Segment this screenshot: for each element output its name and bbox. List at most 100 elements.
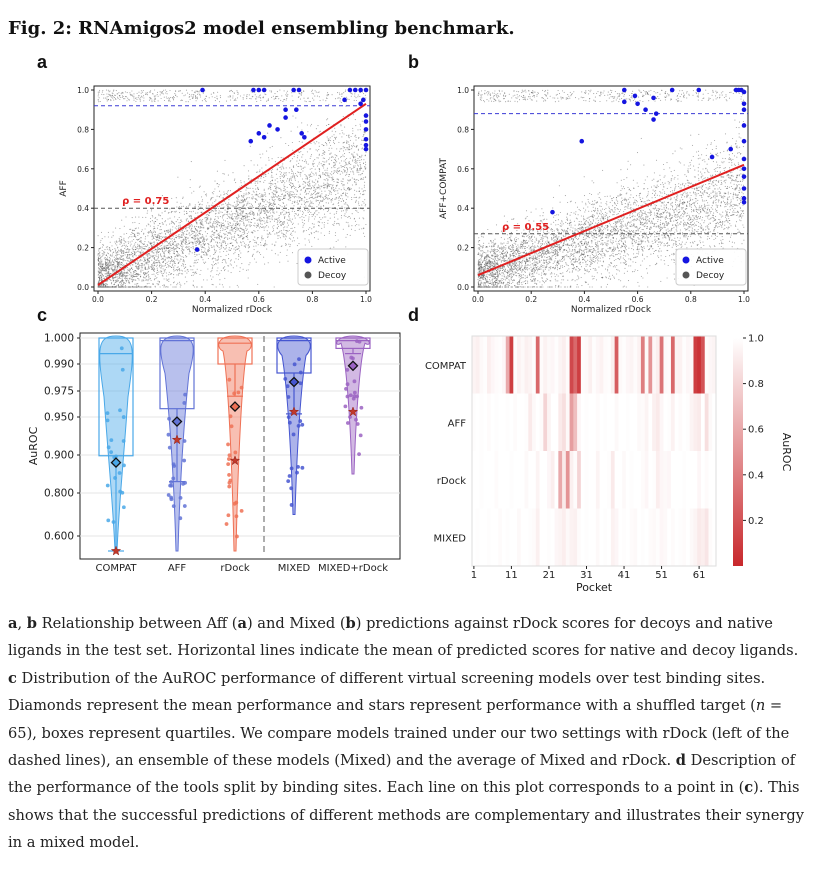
decoy-point [291, 240, 293, 242]
decoy-point [363, 193, 365, 195]
decoy-point [222, 225, 224, 227]
decoy-point [115, 281, 117, 283]
decoy-point [328, 185, 330, 187]
decoy-point [157, 251, 159, 253]
decoy-point [100, 256, 103, 258]
decoy-point [199, 227, 201, 229]
decoy-point [248, 187, 250, 189]
decoy-point [277, 237, 279, 239]
decoy-point [275, 192, 277, 194]
decoy-point [325, 202, 327, 204]
decoy-point [149, 91, 151, 93]
decoy-point [112, 235, 114, 237]
decoy-point [185, 101, 187, 103]
decoy-point [294, 176, 296, 178]
decoy-point [237, 222, 239, 224]
decoy-point [263, 181, 265, 183]
decoy-point [159, 238, 161, 240]
decoy-point [216, 195, 218, 197]
decoy-point [101, 238, 103, 240]
decoy-point [235, 229, 237, 231]
decoy-point [233, 206, 235, 208]
decoy-point [325, 179, 327, 181]
decoy-point [247, 277, 249, 279]
decoy-point [257, 223, 260, 225]
decoy-point [219, 283, 221, 285]
decoy-point [282, 235, 284, 237]
decoy-point [309, 205, 311, 207]
decoy-point [185, 255, 187, 257]
decoy-point [334, 162, 336, 164]
decoy-point [234, 223, 237, 225]
decoy-point [247, 251, 249, 253]
decoy-point [203, 261, 205, 263]
decoy-point [336, 148, 338, 150]
decoy-point [339, 100, 341, 102]
decoy-point [102, 244, 105, 246]
decoy-point [142, 276, 145, 278]
decoy-point [237, 93, 239, 96]
decoy-point [248, 231, 250, 233]
decoy-point [105, 266, 107, 268]
decoy-point [345, 192, 347, 194]
decoy-point [305, 162, 307, 164]
decoy-point [184, 230, 186, 233]
decoy-point [193, 94, 195, 96]
decoy-point [127, 274, 129, 276]
decoy-point [317, 231, 319, 233]
decoy-point [285, 191, 287, 193]
decoy-point [211, 192, 213, 194]
decoy-point [239, 225, 241, 227]
decoy-point [328, 123, 330, 125]
decoy-point [333, 224, 335, 226]
decoy-point [236, 91, 238, 93]
decoy-point [282, 163, 284, 165]
decoy-point [138, 222, 140, 225]
decoy-point [324, 186, 326, 188]
decoy-point [320, 177, 322, 179]
decoy-point [114, 259, 116, 261]
decoy-point [312, 97, 314, 99]
decoy-point [187, 230, 189, 232]
decoy-point [266, 230, 268, 232]
decoy-point [264, 191, 266, 194]
decoy-point [338, 167, 340, 169]
decoy-point [148, 231, 150, 233]
decoy-point [241, 220, 243, 222]
decoy-point [189, 93, 191, 95]
decoy-point [119, 258, 121, 260]
decoy-point [275, 241, 277, 243]
decoy-point [176, 258, 178, 260]
decoy-point [200, 206, 202, 208]
decoy-point [316, 186, 318, 188]
decoy-point [129, 236, 131, 238]
decoy-point [98, 277, 101, 279]
decoy-point [178, 206, 180, 208]
decoy-point [211, 268, 213, 270]
decoy-point [259, 204, 261, 206]
decoy-point [317, 192, 319, 194]
decoy-point [344, 165, 346, 167]
decoy-point [351, 148, 353, 150]
decoy-point [270, 170, 272, 172]
decoy-point [346, 173, 348, 175]
decoy-point [354, 220, 357, 222]
decoy-point [242, 98, 244, 100]
decoy-point [305, 189, 307, 192]
decoy-point [150, 264, 153, 266]
decoy-point [155, 238, 157, 240]
decoy-point [168, 250, 170, 252]
decoy-point [126, 246, 129, 248]
decoy-point [153, 267, 155, 270]
decoy-point [144, 286, 146, 288]
decoy-point [171, 229, 173, 231]
decoy-point [304, 191, 306, 193]
decoy-point [227, 243, 229, 245]
decoy-point [220, 230, 222, 232]
decoy-point [264, 212, 266, 214]
decoy-point [296, 174, 298, 176]
decoy-point [284, 194, 286, 196]
decoy-point [281, 220, 283, 223]
decoy-point [152, 216, 154, 218]
decoy-point [308, 191, 310, 193]
